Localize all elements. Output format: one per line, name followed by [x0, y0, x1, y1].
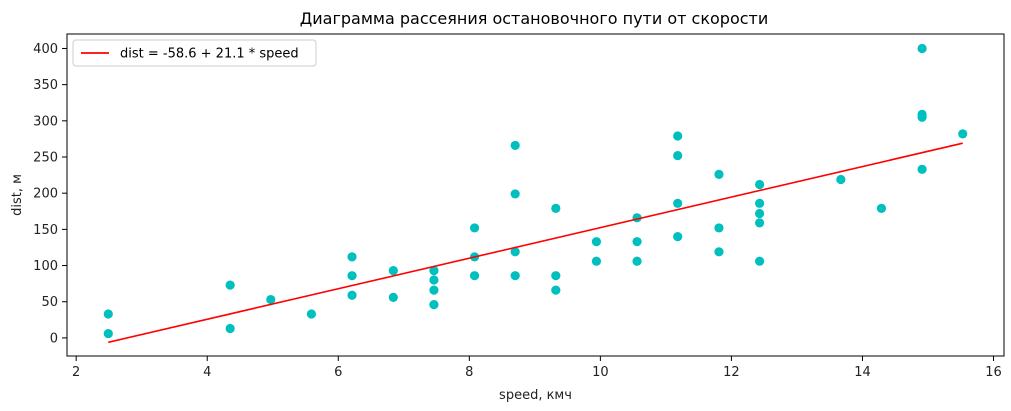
scatter-point: [591, 256, 602, 266]
y-tick-label: 400: [33, 42, 58, 57]
scatter-point: [103, 309, 113, 319]
legend: dist = -58.6 + 21.1 * speed: [72, 39, 317, 67]
scatter-point: [673, 232, 683, 242]
scatter-point: [510, 189, 520, 199]
scatter-point: [754, 256, 765, 266]
x-tick-label: 10: [592, 365, 609, 380]
y-tick-label: 0: [50, 331, 58, 346]
x-tick-label: 6: [334, 365, 342, 380]
scatter-point: [469, 271, 480, 281]
regression-line: [108, 142, 963, 344]
y-tick-label: 200: [33, 187, 58, 202]
scatter-point: [388, 292, 398, 302]
y-axis-ticks: 0 50 100 150 200 250 300 350 400: [33, 42, 67, 346]
scatter-point: [510, 247, 520, 257]
x-tick-label: 8: [465, 365, 473, 380]
legend-entry-label: dist = -58.6 + 21.1 * speed: [120, 47, 299, 62]
regression-line-group: [108, 142, 963, 344]
scatter-point: [388, 266, 398, 276]
scatter-point: [266, 294, 276, 305]
scatter-point: [673, 198, 683, 208]
scatter-point: [591, 237, 602, 247]
scatter-point: [429, 300, 439, 310]
scatter-point: [225, 280, 235, 290]
scatter-point: [958, 129, 968, 139]
y-tick-label: 100: [33, 259, 58, 274]
y-tick-label: 300: [33, 114, 58, 129]
y-tick-label: 250: [33, 151, 58, 166]
scatter-point: [306, 309, 317, 319]
scatter-point: [754, 208, 765, 219]
x-tick-label: 14: [854, 365, 871, 380]
x-axis-label: speed, кмч: [499, 388, 572, 403]
scatter-point: [225, 323, 235, 334]
axes-frame: [66, 33, 1005, 357]
scatter-point: [673, 150, 683, 161]
scatter-point: [632, 237, 642, 247]
y-tick-label: 150: [33, 223, 58, 238]
scatter-point: [103, 328, 113, 339]
scatter-point: [347, 252, 357, 262]
x-axis-ticks: 2 4 6 8 10 12 14 16: [72, 356, 1002, 380]
scatter-point: [551, 285, 561, 295]
y-axis-label: dist, м: [10, 174, 25, 216]
scatter-points: [103, 43, 968, 339]
legend-box: [72, 39, 317, 67]
scatter-point: [632, 256, 642, 266]
x-tick-label: 4: [203, 365, 211, 380]
scatter-point: [754, 198, 765, 208]
x-tick-label: 16: [985, 365, 1002, 380]
scatter-point: [917, 112, 927, 122]
scatter-point: [836, 174, 846, 185]
scatter-point: [510, 271, 520, 281]
scatter-point: [917, 43, 927, 54]
scatter-point: [876, 203, 887, 213]
scatter-point: [469, 223, 480, 233]
y-tick-label: 50: [41, 295, 58, 310]
scatter-point: [673, 131, 683, 141]
scatter-point: [510, 140, 520, 151]
scatter-point: [714, 223, 724, 233]
scatter-point: [551, 271, 561, 281]
x-tick-label: 2: [72, 365, 80, 380]
scatter-point: [754, 179, 765, 190]
scatter-point: [754, 218, 765, 228]
scatter-point: [429, 285, 439, 295]
scatter-point: [347, 290, 357, 300]
x-tick-label: 12: [723, 365, 740, 380]
scatter-point: [551, 203, 561, 213]
scatter-point: [429, 275, 439, 285]
scatter-point: [917, 164, 927, 174]
scatter-point: [347, 271, 357, 281]
scatter-point: [714, 169, 724, 179]
chart-title: Диаграмма рассеяния остановочного пути о…: [300, 9, 769, 28]
scatter-point: [714, 247, 724, 257]
scatter-point: [429, 266, 439, 276]
y-tick-label: 350: [33, 78, 58, 93]
